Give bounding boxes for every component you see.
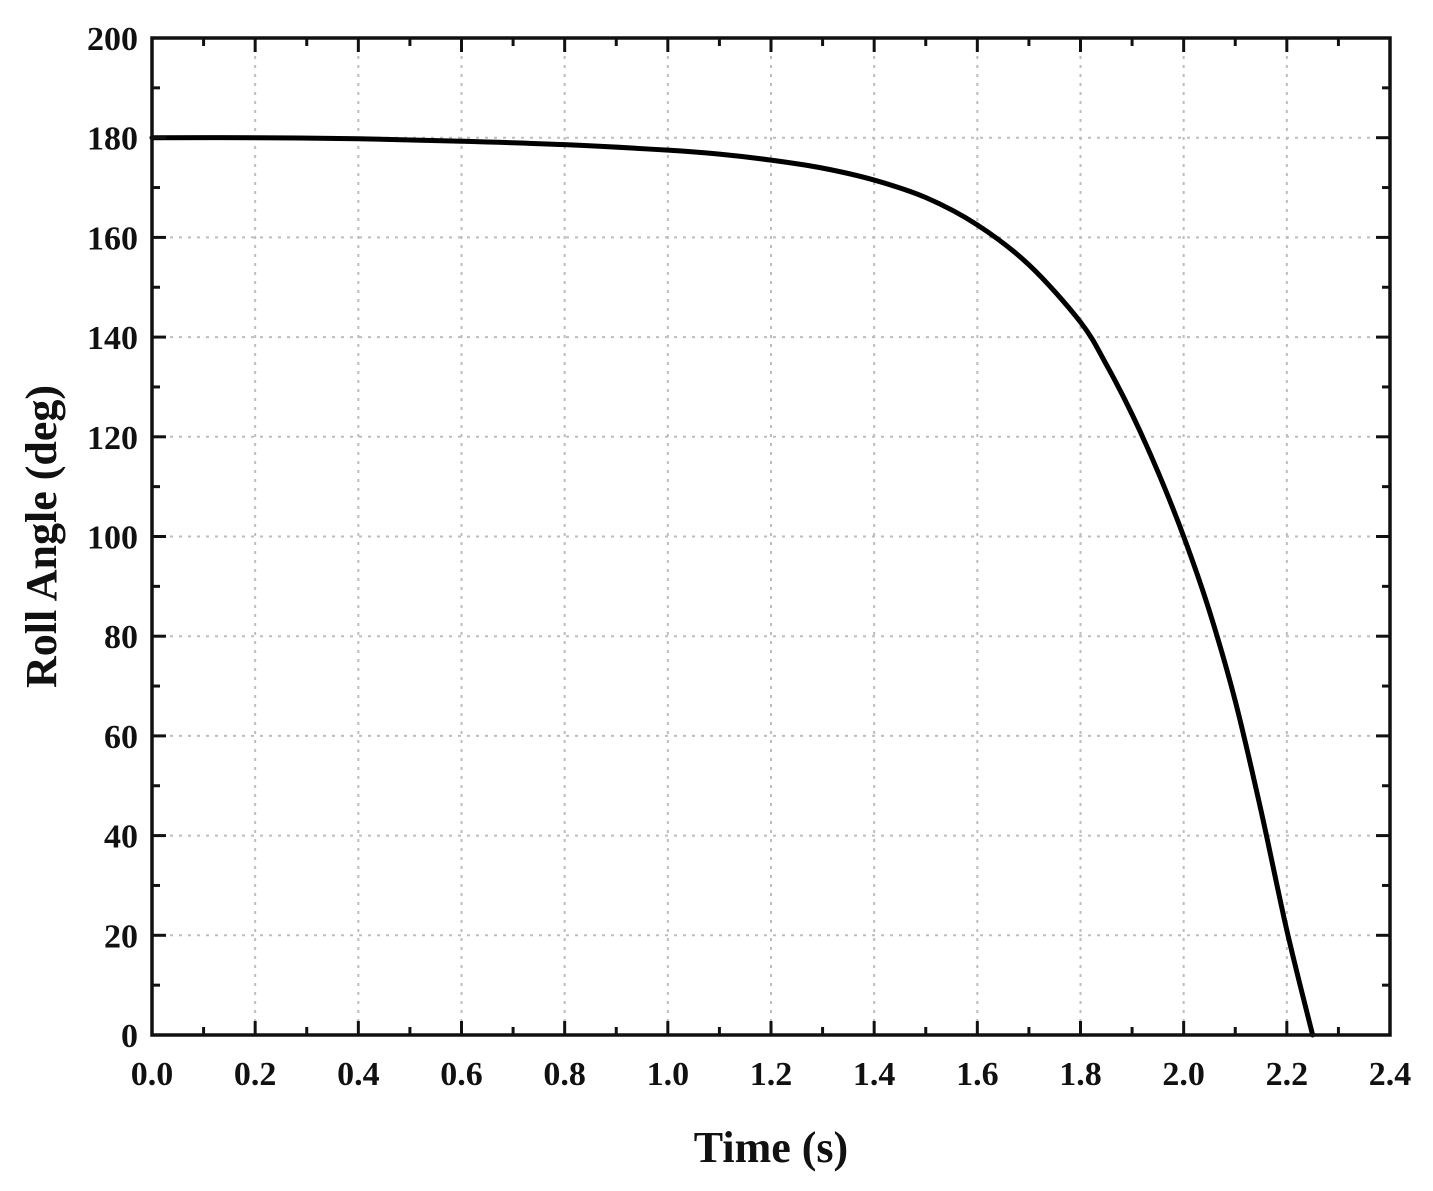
x-tick-label: 2.2 [1266, 1056, 1309, 1093]
x-tick-label: 1.0 [647, 1056, 690, 1093]
x-tick-label: 0.0 [131, 1056, 174, 1093]
y-tick-label: 200 [87, 21, 138, 58]
grid [152, 38, 1390, 1035]
x-tick-label: 1.6 [956, 1056, 999, 1093]
y-tick-label: 160 [87, 220, 138, 257]
x-axis-title: Time (s) [694, 1123, 848, 1172]
x-tick-label: 1.8 [1059, 1056, 1102, 1093]
y-tick-label: 60 [104, 719, 138, 756]
x-tick-label: 1.4 [853, 1056, 896, 1093]
roll-angle-series-line [149, 135, 1316, 1038]
x-tick-label: 2.4 [1369, 1056, 1412, 1093]
x-tick-label: 0.8 [543, 1056, 586, 1093]
y-tick-label: 120 [87, 420, 138, 457]
x-tick-label: 0.2 [234, 1056, 277, 1093]
y-tick-label: 140 [87, 320, 138, 357]
ticks [150, 36, 1392, 1037]
y-tick-label: 80 [104, 619, 138, 656]
y-tick-label: 180 [87, 121, 138, 158]
x-tick-label: 1.2 [750, 1056, 793, 1093]
y-tick-labels: 0 20 40 60 80 100 120 140 160 180 200 [87, 21, 138, 1055]
x-tick-labels: 0.0 0.2 0.4 0.6 0.8 1.0 1.2 1.4 1.6 1.8 2.0 2.2 2.4 [131, 1056, 1412, 1093]
y-tick-label: 40 [104, 819, 138, 856]
x-tick-label: 0.6 [440, 1056, 483, 1093]
y-tick-label: 0 [121, 1018, 138, 1055]
series-layer [149, 135, 1316, 1038]
x-tick-label: 0.4 [337, 1056, 380, 1093]
y-tick-label: 20 [104, 918, 138, 955]
y-tick-label: 100 [87, 520, 138, 557]
x-tick-label: 2.0 [1162, 1056, 1205, 1093]
y-axis-title: Roll Angle (deg) [17, 385, 66, 688]
